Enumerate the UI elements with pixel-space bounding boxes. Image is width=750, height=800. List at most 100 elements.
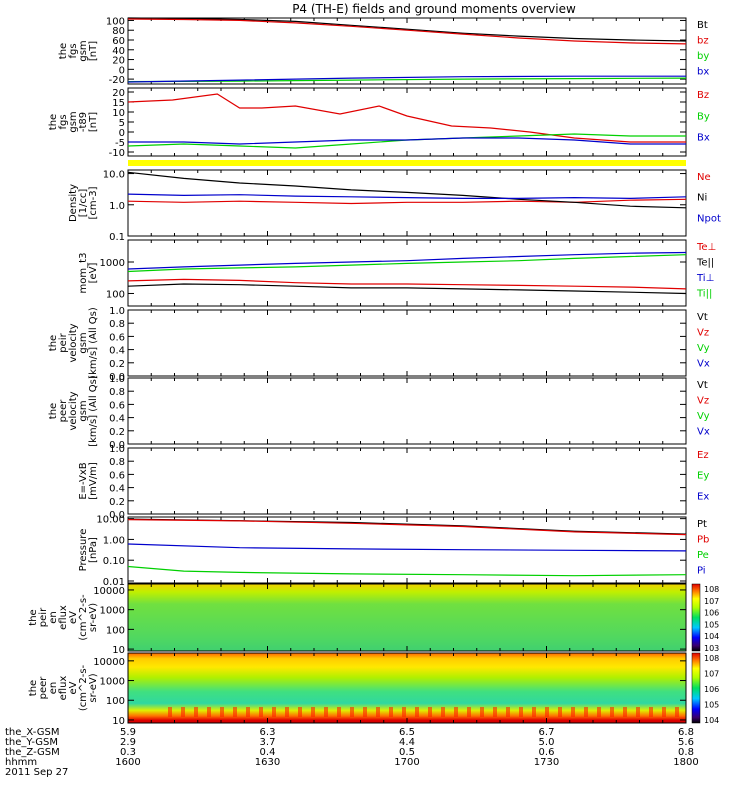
- y-tick-label: 1.0: [109, 374, 125, 385]
- time-axis-value: 1600: [115, 757, 140, 768]
- y-axis-label-line: [nT]: [88, 112, 99, 132]
- y-axis-label-line: velocity: [68, 391, 79, 430]
- spectrogram-stripe: [376, 707, 380, 717]
- panel-frame: [127, 239, 687, 307]
- spectrogram-stripe: [454, 707, 458, 717]
- spectrogram-stripe: [311, 707, 315, 717]
- y-tick-label: 0.10: [103, 556, 125, 567]
- y-axis-label: the fgs gsm [nT]: [58, 40, 99, 61]
- y-axis-label: the peer velocity gsm [km/s] (All Qs): [48, 375, 99, 447]
- series-line-by: [127, 77, 687, 83]
- spectrogram-stripe: [337, 707, 341, 717]
- y-axis-label-line: [eV]: [88, 263, 99, 284]
- colorbar-label: 103: [704, 644, 719, 653]
- legend-Vy: Vy: [697, 343, 710, 354]
- legend-Vt: Vt: [697, 380, 708, 391]
- y-tick-label: 100: [106, 696, 125, 707]
- y-axis-label: the peer en eflux eV (cm^2-s-sr-eV): [28, 664, 99, 711]
- spectrogram-stripe: [168, 707, 172, 717]
- series-line-Pe: [127, 565, 687, 577]
- spectrogram-stripe: [623, 707, 627, 717]
- spectrogram-stripe: [480, 707, 484, 717]
- y-axis-label: the fgs gsm -t89 [nT]: [48, 111, 99, 132]
- series-line-bx: [127, 75, 686, 83]
- mode-bar: [128, 160, 686, 166]
- y-tick-label: 10000: [93, 657, 125, 668]
- spectrogram-stripe: [350, 707, 354, 717]
- spectrogram-stripe: [519, 707, 523, 717]
- spectrogram-stripe: [584, 707, 588, 717]
- spectrogram-stripe: [493, 707, 497, 717]
- time-axis-value: 1800: [673, 757, 698, 768]
- spectrogram-stripe: [441, 707, 445, 717]
- y-tick-label: 10: [112, 716, 125, 727]
- y-tick-label: 0.6: [109, 332, 125, 343]
- spectrogram-stripe: [233, 707, 237, 717]
- y-axis-label: Density [1/cc] [cm-3]: [68, 184, 99, 222]
- spectrogram-stripe: [506, 707, 510, 717]
- spectrogram-stripe: [402, 707, 406, 717]
- y-tick-label: 10: [112, 645, 125, 656]
- y-axis-label-line: en: [48, 682, 59, 695]
- series-line-Npot: [127, 193, 687, 200]
- colorbar-label: 107: [704, 670, 719, 679]
- y-tick-label: 0.0: [109, 440, 125, 451]
- colorbar-label: 108: [704, 585, 719, 594]
- y-tick-label: 0.2: [109, 427, 125, 438]
- legend-Pi: Pi: [697, 566, 706, 577]
- time-axis-value: 3.7: [260, 737, 276, 748]
- panel-p6: 1.0 0.8 0.6 0.4 0.2 0.0 the peer velocity gsm [km/…: [48, 374, 710, 451]
- y-tick-label: 1.0: [109, 444, 125, 455]
- time-axis-value: 6.8: [678, 727, 694, 738]
- y-tick-label: 0.8: [109, 457, 125, 468]
- time-axis-value: 2.9: [120, 737, 136, 748]
- legend-Ni: Ni: [697, 193, 707, 204]
- panel-frame: [127, 377, 687, 445]
- panel-p5: 1.0 0.8 0.6 0.4 0.2 0.0 the peir velocity gsm [km/…: [48, 306, 710, 383]
- y-tick-label: 0.2: [109, 497, 125, 508]
- series-line-Ti||: [127, 254, 687, 273]
- y-axis-label-line: [nPa]: [88, 537, 99, 563]
- legend-Ez: Ez: [697, 450, 709, 461]
- legend-Ti||: Ti||: [696, 289, 712, 300]
- y-tick-label: 5: [119, 118, 125, 129]
- colorbar: [691, 652, 701, 724]
- panel-frame: [127, 309, 687, 377]
- time-axis-value: 5.9: [120, 727, 136, 738]
- y-axis-label-line: peir: [38, 607, 49, 627]
- spectrogram-stripe: [467, 707, 471, 717]
- spectrogram-stripe: [298, 707, 302, 717]
- y-axis-label-line: fgs: [58, 114, 69, 129]
- y-axis-label-line: the: [48, 335, 59, 351]
- time-axis-value: 1700: [394, 757, 419, 768]
- y-tick-label: 40: [112, 46, 125, 57]
- y-axis-label: the peir en eflux eV (cm^2-s-sr-eV): [28, 594, 99, 641]
- time-axis-value: 6.7: [539, 727, 555, 738]
- spectrogram-stripe: [532, 707, 536, 717]
- series-line-Bz: [127, 93, 686, 143]
- y-axis-label-line: [1/cc]: [78, 189, 89, 218]
- colorbar: [691, 583, 701, 652]
- series-line-Bx: [128, 137, 686, 145]
- panel-p8: 10.00 1.00 0.10 0.01 Pressure [nPa] Pt Pb Pe Pi: [78, 515, 709, 588]
- colorbar-label: 107: [704, 597, 719, 606]
- series-line-Pi: [127, 543, 687, 552]
- y-axis-label-line: Density: [68, 184, 79, 222]
- spectrogram-stripe: [649, 707, 653, 717]
- y-axis-label-line: velocity: [68, 323, 79, 362]
- legend-Ex: Ex: [697, 491, 709, 502]
- legend-Te||: Te||: [696, 258, 714, 269]
- y-tick-label: 0.0: [109, 372, 125, 383]
- spectrogram-stripe: [259, 707, 263, 717]
- y-axis-label-line: gsm: [78, 332, 89, 353]
- y-axis-label-line: gsm: [78, 400, 89, 421]
- y-axis-label-line: Pressure: [78, 529, 89, 572]
- y-tick-label: -20: [109, 75, 125, 86]
- spectrogram-stripe: [545, 707, 549, 717]
- y-axis-label-line: (cm^2-s-: [78, 594, 89, 641]
- y-tick-label: 0.0: [109, 510, 125, 521]
- series-line-Pb: [127, 519, 687, 536]
- panel-p3: 10.0 1.0 0.1 Density [1/cc] [cm-3] Ne Ni Npot: [68, 169, 721, 243]
